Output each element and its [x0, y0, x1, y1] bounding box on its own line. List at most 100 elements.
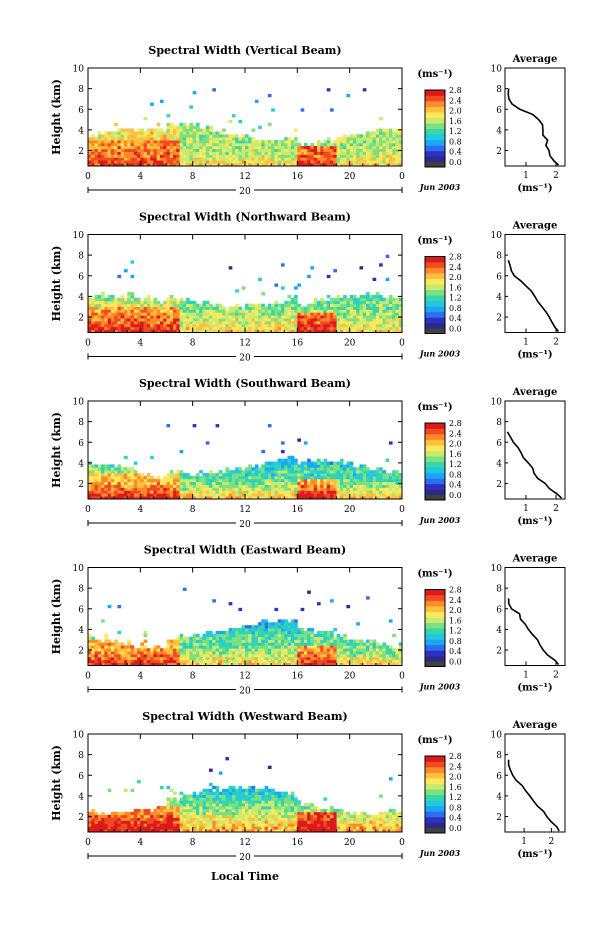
- heatmap-cell: [264, 148, 269, 152]
- heatmap-cell: [271, 493, 275, 497]
- heatmap-cell: [375, 653, 380, 658]
- heatmap-cell: [133, 303, 138, 307]
- heatmap-cell: [320, 312, 324, 316]
- heatmap-cell: [333, 656, 337, 661]
- heatmap-cell: [294, 478, 298, 483]
- heatmap-cell: [195, 493, 200, 497]
- heatmap-cell: [352, 473, 357, 477]
- heatmap-cell: [245, 157, 249, 161]
- profile-x-tick-label: 1: [523, 171, 529, 181]
- heatmap-cell: [192, 662, 197, 666]
- heatmap-cell: [267, 323, 272, 328]
- heatmap-cell: [117, 145, 122, 150]
- heatmap-cell: [382, 128, 387, 132]
- heatmap-cell: [323, 306, 328, 310]
- heatmap-cell: [245, 160, 249, 164]
- heatmap-cell: [166, 297, 171, 302]
- heatmap-cell: [130, 145, 135, 150]
- heatmap-cell: [153, 300, 158, 305]
- heatmap-cell: [179, 137, 184, 141]
- heatmap-cell: [222, 490, 226, 494]
- heatmap-cell: [362, 157, 367, 161]
- heatmap-cell: [316, 630, 321, 635]
- heatmap-cell: [153, 481, 158, 485]
- heatmap-cell: [114, 811, 118, 816]
- heatmap-cell: [110, 318, 115, 322]
- heatmap-cell: [316, 320, 321, 325]
- heatmap-cell: [307, 154, 311, 158]
- heatmap-cell: [254, 478, 259, 483]
- heatmap-cell: [182, 309, 187, 313]
- heatmap-cell: [356, 306, 360, 310]
- heatmap-cell: [238, 493, 243, 497]
- heatmap-cell: [241, 470, 246, 474]
- heatmap-cell: [375, 300, 380, 305]
- heatmap-cell: [186, 128, 190, 132]
- heatmap-cell: [316, 464, 321, 468]
- heatmap-cell: [326, 636, 331, 640]
- heatmap-cell: [307, 157, 311, 161]
- heatmap-cell: [362, 648, 367, 652]
- heatmap-cell: [143, 145, 148, 150]
- heatmap-cell: [310, 651, 315, 655]
- heatmap-cell: [107, 645, 112, 649]
- heatmap-cell: [333, 639, 337, 643]
- heatmap-cell: [114, 312, 118, 316]
- heatmap-cell: [235, 160, 239, 164]
- heatmap-cell: [280, 493, 285, 497]
- heatmap-cell: [366, 496, 370, 500]
- heatmap-cell: [117, 823, 122, 827]
- heatmap-cell: [330, 659, 334, 664]
- heatmap-cell: [238, 496, 243, 500]
- heatmap-cell: [212, 599, 216, 603]
- heatmap-cell: [163, 484, 167, 488]
- heatmap-cell: [326, 309, 331, 313]
- heatmap-cell: [205, 306, 210, 310]
- heatmap-cell: [228, 140, 233, 144]
- heatmap-cell: [336, 473, 341, 477]
- heatmap-cell: [107, 320, 112, 325]
- heatmap-cell: [205, 441, 210, 445]
- heatmap-cell: [182, 145, 187, 150]
- heatmap-cell: [101, 817, 105, 821]
- heatmap-cell: [241, 286, 246, 290]
- heatmap-cell: [156, 145, 161, 150]
- heatmap-cell: [339, 659, 344, 664]
- heatmap-cell: [398, 323, 403, 328]
- heatmap-cell: [310, 142, 315, 147]
- heatmap-cell: [199, 475, 203, 480]
- heatmap-cell: [290, 653, 295, 658]
- heatmap-cell: [97, 137, 102, 141]
- heatmap-cell: [303, 636, 308, 640]
- heatmap-cell: [300, 642, 305, 646]
- heatmap-cell: [123, 145, 128, 150]
- heatmap-cell: [182, 326, 187, 331]
- heatmap-cell: [300, 478, 305, 483]
- heatmap-cell: [248, 464, 252, 468]
- heatmap-cell: [137, 320, 141, 325]
- heatmap-cell: [241, 656, 246, 661]
- heatmap-cell: [290, 303, 295, 307]
- heatmap-cell: [267, 142, 272, 147]
- heatmap-cell: [297, 464, 301, 468]
- heatmap-cell: [117, 487, 122, 491]
- heatmap-cell: [156, 131, 161, 135]
- heatmap-cell: [199, 137, 203, 141]
- heatmap-cell: [225, 145, 230, 150]
- heatmap-cell: [241, 151, 246, 155]
- heatmap-cell: [303, 318, 308, 322]
- heatmap-cell: [169, 645, 174, 649]
- heatmap-cell: [189, 662, 194, 666]
- heatmap-cell: [150, 148, 154, 152]
- heatmap-cell: [310, 323, 315, 328]
- heatmap-cell: [91, 475, 95, 480]
- heatmap-cell: [117, 820, 122, 824]
- heatmap-cell: [241, 323, 246, 328]
- heatmap-cell: [235, 312, 239, 316]
- heatmap-cell: [349, 303, 354, 307]
- heatmap-cell: [91, 470, 95, 474]
- heatmap-cell: [186, 125, 190, 129]
- heatmap-cell: [159, 145, 164, 150]
- heatmap-cell: [349, 475, 354, 480]
- heatmap-cell: [140, 306, 144, 310]
